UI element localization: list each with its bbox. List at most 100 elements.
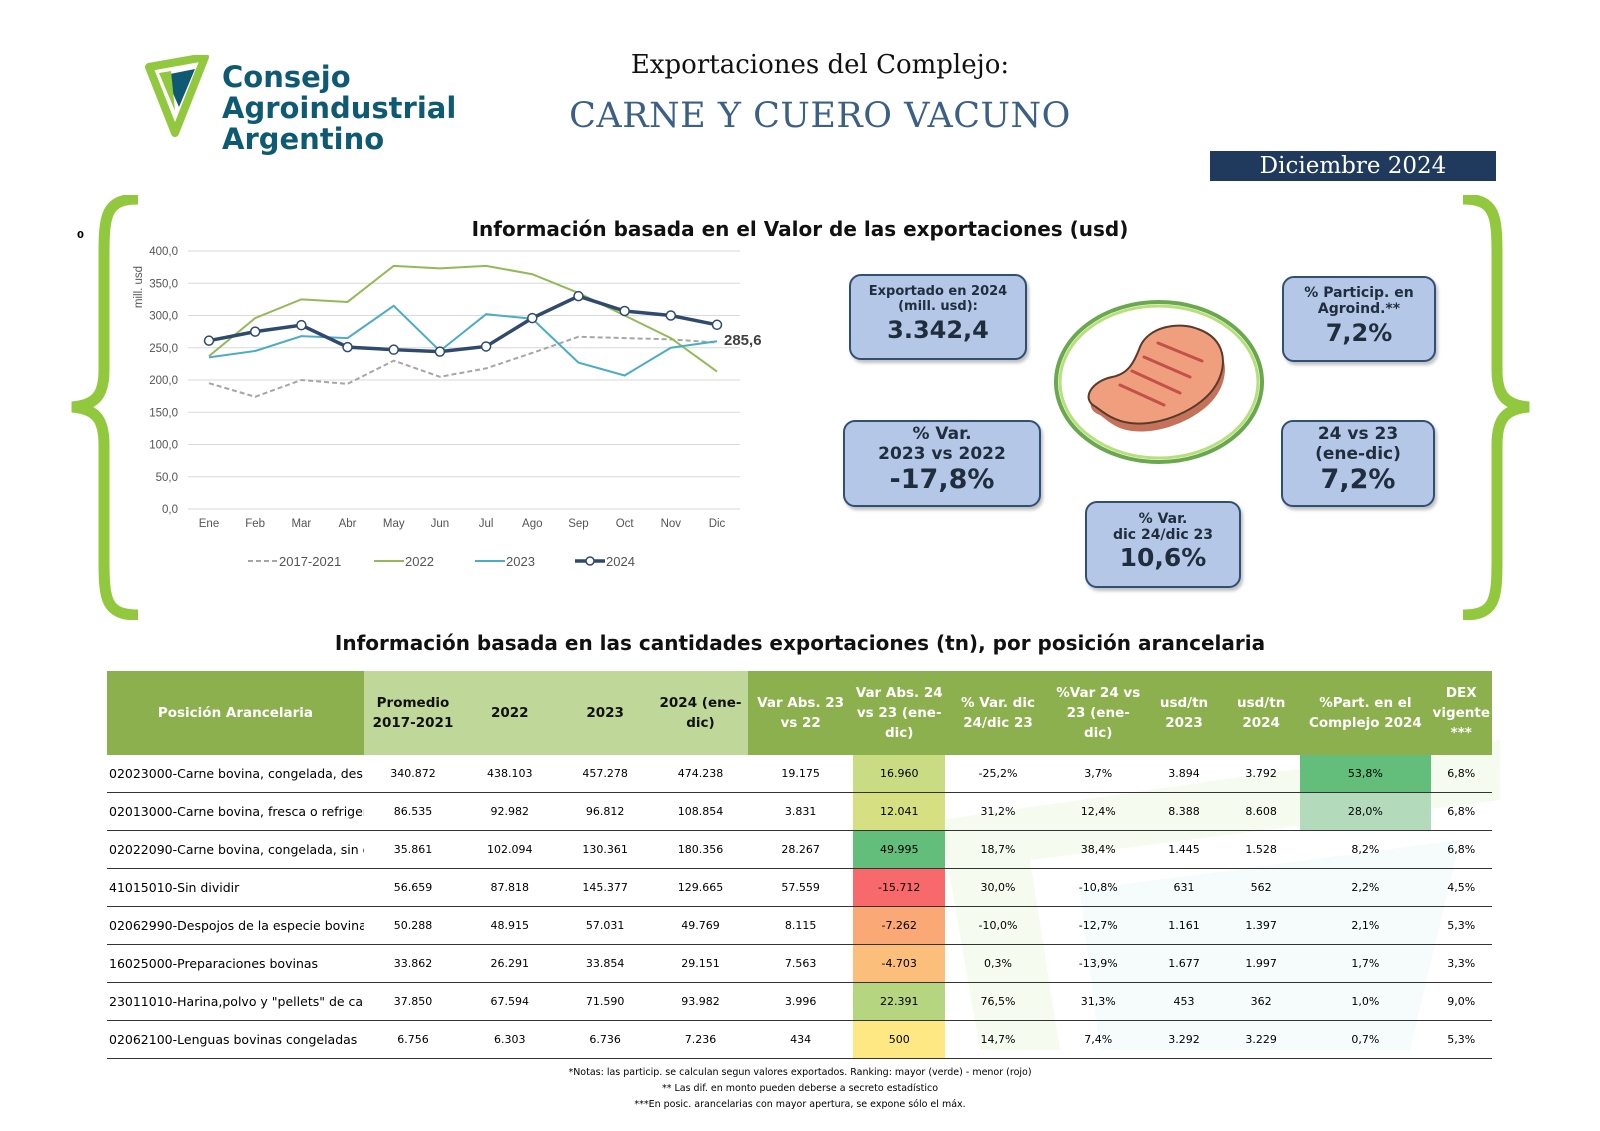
cell-posicion: 23011010-Harina,polvo y "pellets" de car… [107,982,364,1021]
kpi-vardic-label1: % Var. [1138,511,1188,527]
legend-label-2022: 2022 [405,554,434,569]
cell-part: 53,8% [1300,755,1431,793]
x-tick-label: Dic [709,518,726,530]
th-usd-2024: usd/tn 2024 [1222,671,1301,755]
data-point-2024 [480,341,492,352]
cell-var-dic: 31,2% [945,792,1051,831]
cell-usd-2023: 3.894 [1145,755,1223,793]
series-line-2024 [208,294,718,354]
data-point-2024 [665,310,677,321]
cell-posicion: 02062990-Despojos de la especie bovina n [107,906,364,945]
table-row: 41015010-Sin dividir 56.659 87.818 145.377 1… [107,868,1492,907]
cell-promedio: 37.850 [363,982,463,1021]
cell-var-pct: 31,3% [1050,982,1146,1021]
cell-2023: 33.854 [557,944,653,983]
cell-2024: 129.665 [652,868,749,907]
cell-var-abs-2423: 500 [853,1020,946,1059]
cell-dex: 6,8% [1430,830,1492,869]
cell-var-dic: -25,2% [945,755,1051,793]
exports-table: Posición Arancelaria Promedio 2017-2021 … [107,671,1492,1059]
table-row: 23011010-Harina,polvo y "pellets" de car… [107,982,1492,1021]
logo-text: Consejo Agroindustrial Argentino [222,62,456,155]
kpi-var2423-label2: (ene-dic) [1315,444,1401,464]
cell-2024: 29.151 [652,944,749,983]
cell-2022: 26.291 [462,944,558,983]
x-tick-label: May [383,518,405,530]
kpi-exported-value: 3.342,4 [887,316,989,344]
cell-var-dic: 14,7% [945,1020,1051,1059]
logo-line-3: Argentino [222,122,385,156]
note-line-3: ***En posic. arancelarias con mayor aper… [634,1099,966,1110]
cell-posicion: 02062100-Lenguas bovinas congeladas [107,1020,364,1059]
data-point-2024 [711,319,723,331]
cell-var-dic: 30,0% [945,868,1051,907]
legend-label-2023: 2023 [506,554,535,569]
data-point-2024 [296,319,307,331]
th-part: %Part. en el Complejo 2024 [1300,671,1431,755]
cell-2023: 96.812 [557,792,653,831]
y-tick-label: 300,0 [149,311,178,323]
th-usd-2023: usd/tn 2023 [1145,671,1223,755]
cell-usd-2023: 3.292 [1145,1020,1223,1059]
cell-var-abs-2322: 7.563 [748,944,854,983]
y-tick-label: 0,0 [162,504,178,516]
notes: *Notas: las particip. se calculan segun … [400,1065,1200,1113]
cell-2023: 145.377 [557,868,653,907]
table-row: 02013000-Carne bovina, fresca o refriger… [107,792,1492,831]
cell-var-pct: 3,7% [1050,755,1146,793]
cell-promedio: 33.862 [363,944,463,983]
cell-2024: 49.769 [652,906,749,945]
cell-usd-2023: 453 [1145,982,1223,1021]
cell-dex: 5,3% [1430,906,1492,945]
kpi-exported: Exportado en 2024 (mill. usd): 3.342,4 [849,274,1027,360]
data-point-2024 [203,335,215,346]
th-2022: 2022 [462,671,558,755]
th-2023: 2023 [557,671,653,755]
kpi-var2322-label2: 2023 vs 2022 [878,444,1006,464]
th-promedio: Promedio 2017-2021 [363,671,463,755]
cell-var-abs-2322: 3.996 [748,982,854,1021]
kpi-particip-label1: % Particip. en [1304,285,1414,301]
series-line-2023 [208,304,718,377]
logo-line-1: Consejo [222,60,351,94]
data-point-2024 [342,341,353,353]
y-tick-label: 150,0 [149,407,178,419]
x-tick-label: Jul [479,518,494,530]
cell-2022: 102.094 [462,830,558,869]
th-2024: 2024 (ene-dic) [652,671,749,755]
note-line-1: *Notas: las particip. se calculan segun … [568,1067,1032,1078]
cell-2023: 71.590 [557,982,653,1021]
cell-usd-2024: 562 [1222,868,1301,907]
report-date: Diciembre 2024 [1210,151,1496,181]
th-var-dic: % Var. dic 24/dic 23 [945,671,1051,755]
cell-var-abs-2423: 12.041 [853,792,946,831]
cell-dex: 4,5% [1430,868,1492,907]
cell-var-abs-2423: 22.391 [853,982,946,1021]
cell-posicion: 02013000-Carne bovina, fresca o refriger… [107,792,364,831]
cell-usd-2023: 631 [1145,868,1223,907]
cell-usd-2024: 3.792 [1222,755,1301,793]
cell-var-abs-2322: 19.175 [748,755,854,793]
cell-promedio: 340.872 [363,755,463,793]
x-tick-label: Feb [245,518,265,530]
cell-var-dic: 18,7% [945,830,1051,869]
quantity-section-title: Información basada en las cantidades exp… [334,631,1266,655]
cell-2022: 67.594 [462,982,558,1021]
cell-usd-2024: 1.997 [1222,944,1301,983]
cell-promedio: 56.659 [363,868,463,907]
cell-dex: 5,3% [1430,1020,1492,1059]
cell-var-abs-2423: -4.703 [853,944,946,983]
data-point-2024 [249,326,261,337]
cell-posicion: 16025000-Preparaciones bovinas [107,944,364,983]
data-point-2024 [573,290,584,302]
cell-promedio: 50.288 [363,906,463,945]
x-tick-label: Ago [522,518,542,530]
cell-var-dic: -10,0% [945,906,1051,945]
cell-part: 28,0% [1300,792,1431,831]
cell-usd-2023: 8.388 [1145,792,1223,831]
x-tick-label: Jun [431,518,450,530]
series-line-2022 [208,264,718,373]
cell-posicion: 41015010-Sin dividir [107,868,364,907]
cell-usd-2024: 3.229 [1222,1020,1301,1059]
cell-2024: 180.356 [652,830,749,869]
